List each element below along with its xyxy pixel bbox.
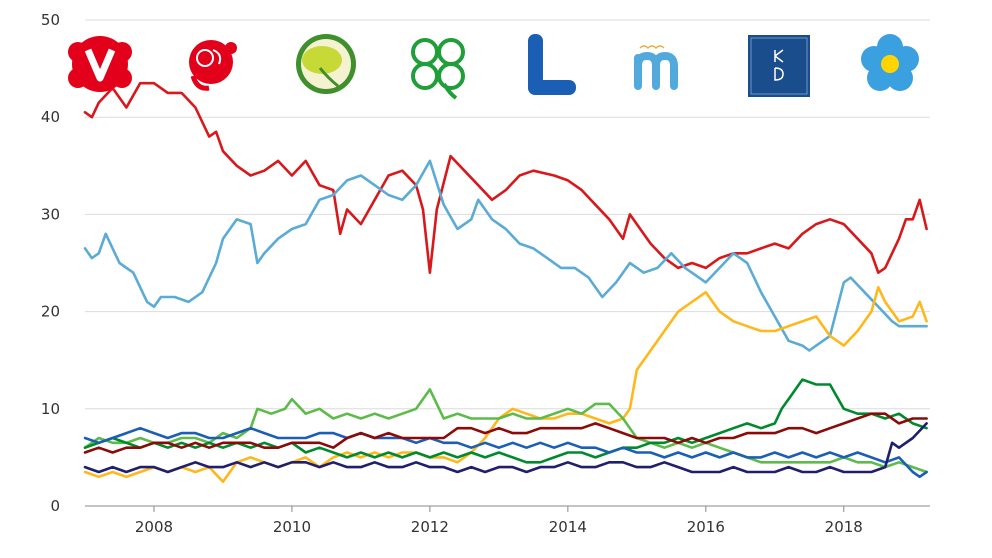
x-tick-label: 2008 [135, 518, 173, 536]
y-tick-label: 50 [41, 11, 60, 29]
series-line-8 [83, 412, 928, 454]
x-tick-label: 2010 [273, 518, 311, 536]
y-tick-label: 30 [41, 205, 60, 223]
y-tick-label: 20 [41, 303, 60, 321]
mp-dandelion-logo [296, 34, 356, 94]
series-line-7 [83, 422, 928, 474]
l-logo [528, 34, 576, 95]
legend [68, 34, 919, 100]
v-logo [68, 36, 132, 92]
series-line-5 [83, 378, 928, 464]
m-logo [634, 45, 678, 90]
x-tick-label: 2012 [411, 518, 449, 536]
series-line-6 [83, 426, 928, 479]
y-tick-label: 10 [41, 400, 60, 418]
y-tick-label: 0 [50, 497, 60, 515]
x-tick-label: 2014 [549, 518, 587, 536]
x-axis: 2008 2010 2012 2014 2016 2018 [135, 506, 863, 536]
kd-logo [748, 35, 810, 97]
series-line-3 [83, 286, 928, 483]
y-tick-label: 40 [41, 108, 60, 126]
x-tick-label: 2016 [687, 518, 725, 536]
series-line-1 [83, 81, 928, 274]
series-lines [83, 81, 928, 483]
sd-flower-logo [861, 34, 919, 91]
gridlines [85, 19, 930, 507]
series-line-4 [83, 388, 928, 474]
s-rose-logo [189, 40, 237, 91]
x-tick-label: 2018 [825, 518, 863, 536]
y-axis: 0 10 20 30 40 50 [41, 11, 60, 515]
c-clover-logo [411, 38, 465, 100]
series-line-2 [83, 159, 928, 352]
